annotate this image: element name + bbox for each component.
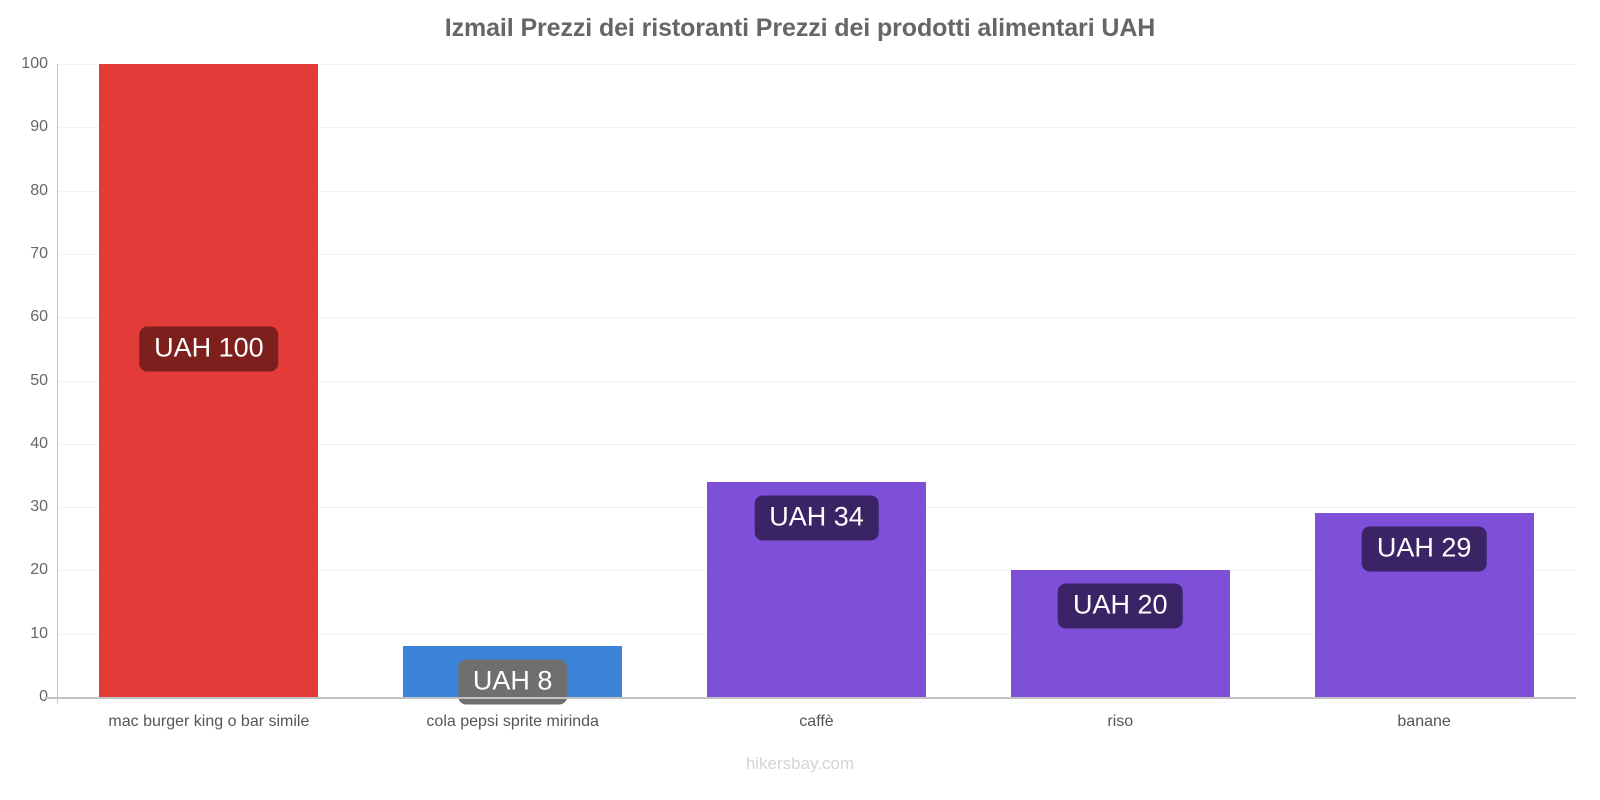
bar-value-label: UAH 29 (1361, 526, 1487, 572)
watermark-label: hikersbay.com (745, 754, 855, 773)
y-tick-label: 0 (39, 688, 48, 705)
x-tick-label: mac burger king o bar simile (108, 713, 310, 730)
gridline (57, 317, 1576, 319)
bar-value-label: UAH 100 (139, 326, 279, 372)
gridline (57, 443, 1576, 445)
y-tick-label: 80 (30, 181, 48, 199)
y-axis-tick-labels: 0 10 20 30 40 50 60 70 80 90 100 (0, 0, 50, 800)
x-tick-label: riso (1107, 713, 1134, 730)
x-tick-label: banane (1397, 713, 1451, 730)
gridline (57, 127, 1576, 129)
x-tick-label: cola pepsi sprite mirinda (426, 713, 599, 730)
x-tick-label: caffè (799, 713, 834, 730)
y-tick-label: 40 (30, 434, 48, 452)
y-tick-label: 90 (30, 118, 48, 136)
bar-value-label: UAH 34 (754, 495, 879, 541)
gridline (57, 190, 1576, 192)
y-tick-label: 50 (30, 371, 48, 389)
y-tick-label: 70 (30, 244, 48, 262)
chart-title: Izmail Prezzi dei ristoranti Prezzi dei … (444, 14, 1156, 42)
gridline (57, 380, 1576, 382)
bar-value-label: UAH 20 (1058, 583, 1183, 629)
x-axis-line (45, 697, 1576, 699)
y-tick-label: 100 (21, 55, 48, 72)
y-tick-label: 10 (30, 624, 48, 642)
x-axis-tick-labels: mac burger king o bar simile cola pepsi s… (0, 713, 1600, 743)
y-tick-label: 20 (30, 561, 48, 579)
y-tick-label: 30 (30, 498, 48, 516)
plot-area: UAH 100 UAH 8 UAH 34 UAH 20 UAH 29 (57, 64, 1576, 705)
y-axis-line (57, 64, 58, 704)
bar[interactable] (99, 64, 319, 697)
gridline (57, 64, 1576, 65)
gridline (57, 253, 1576, 255)
y-tick-label: 60 (30, 308, 48, 326)
